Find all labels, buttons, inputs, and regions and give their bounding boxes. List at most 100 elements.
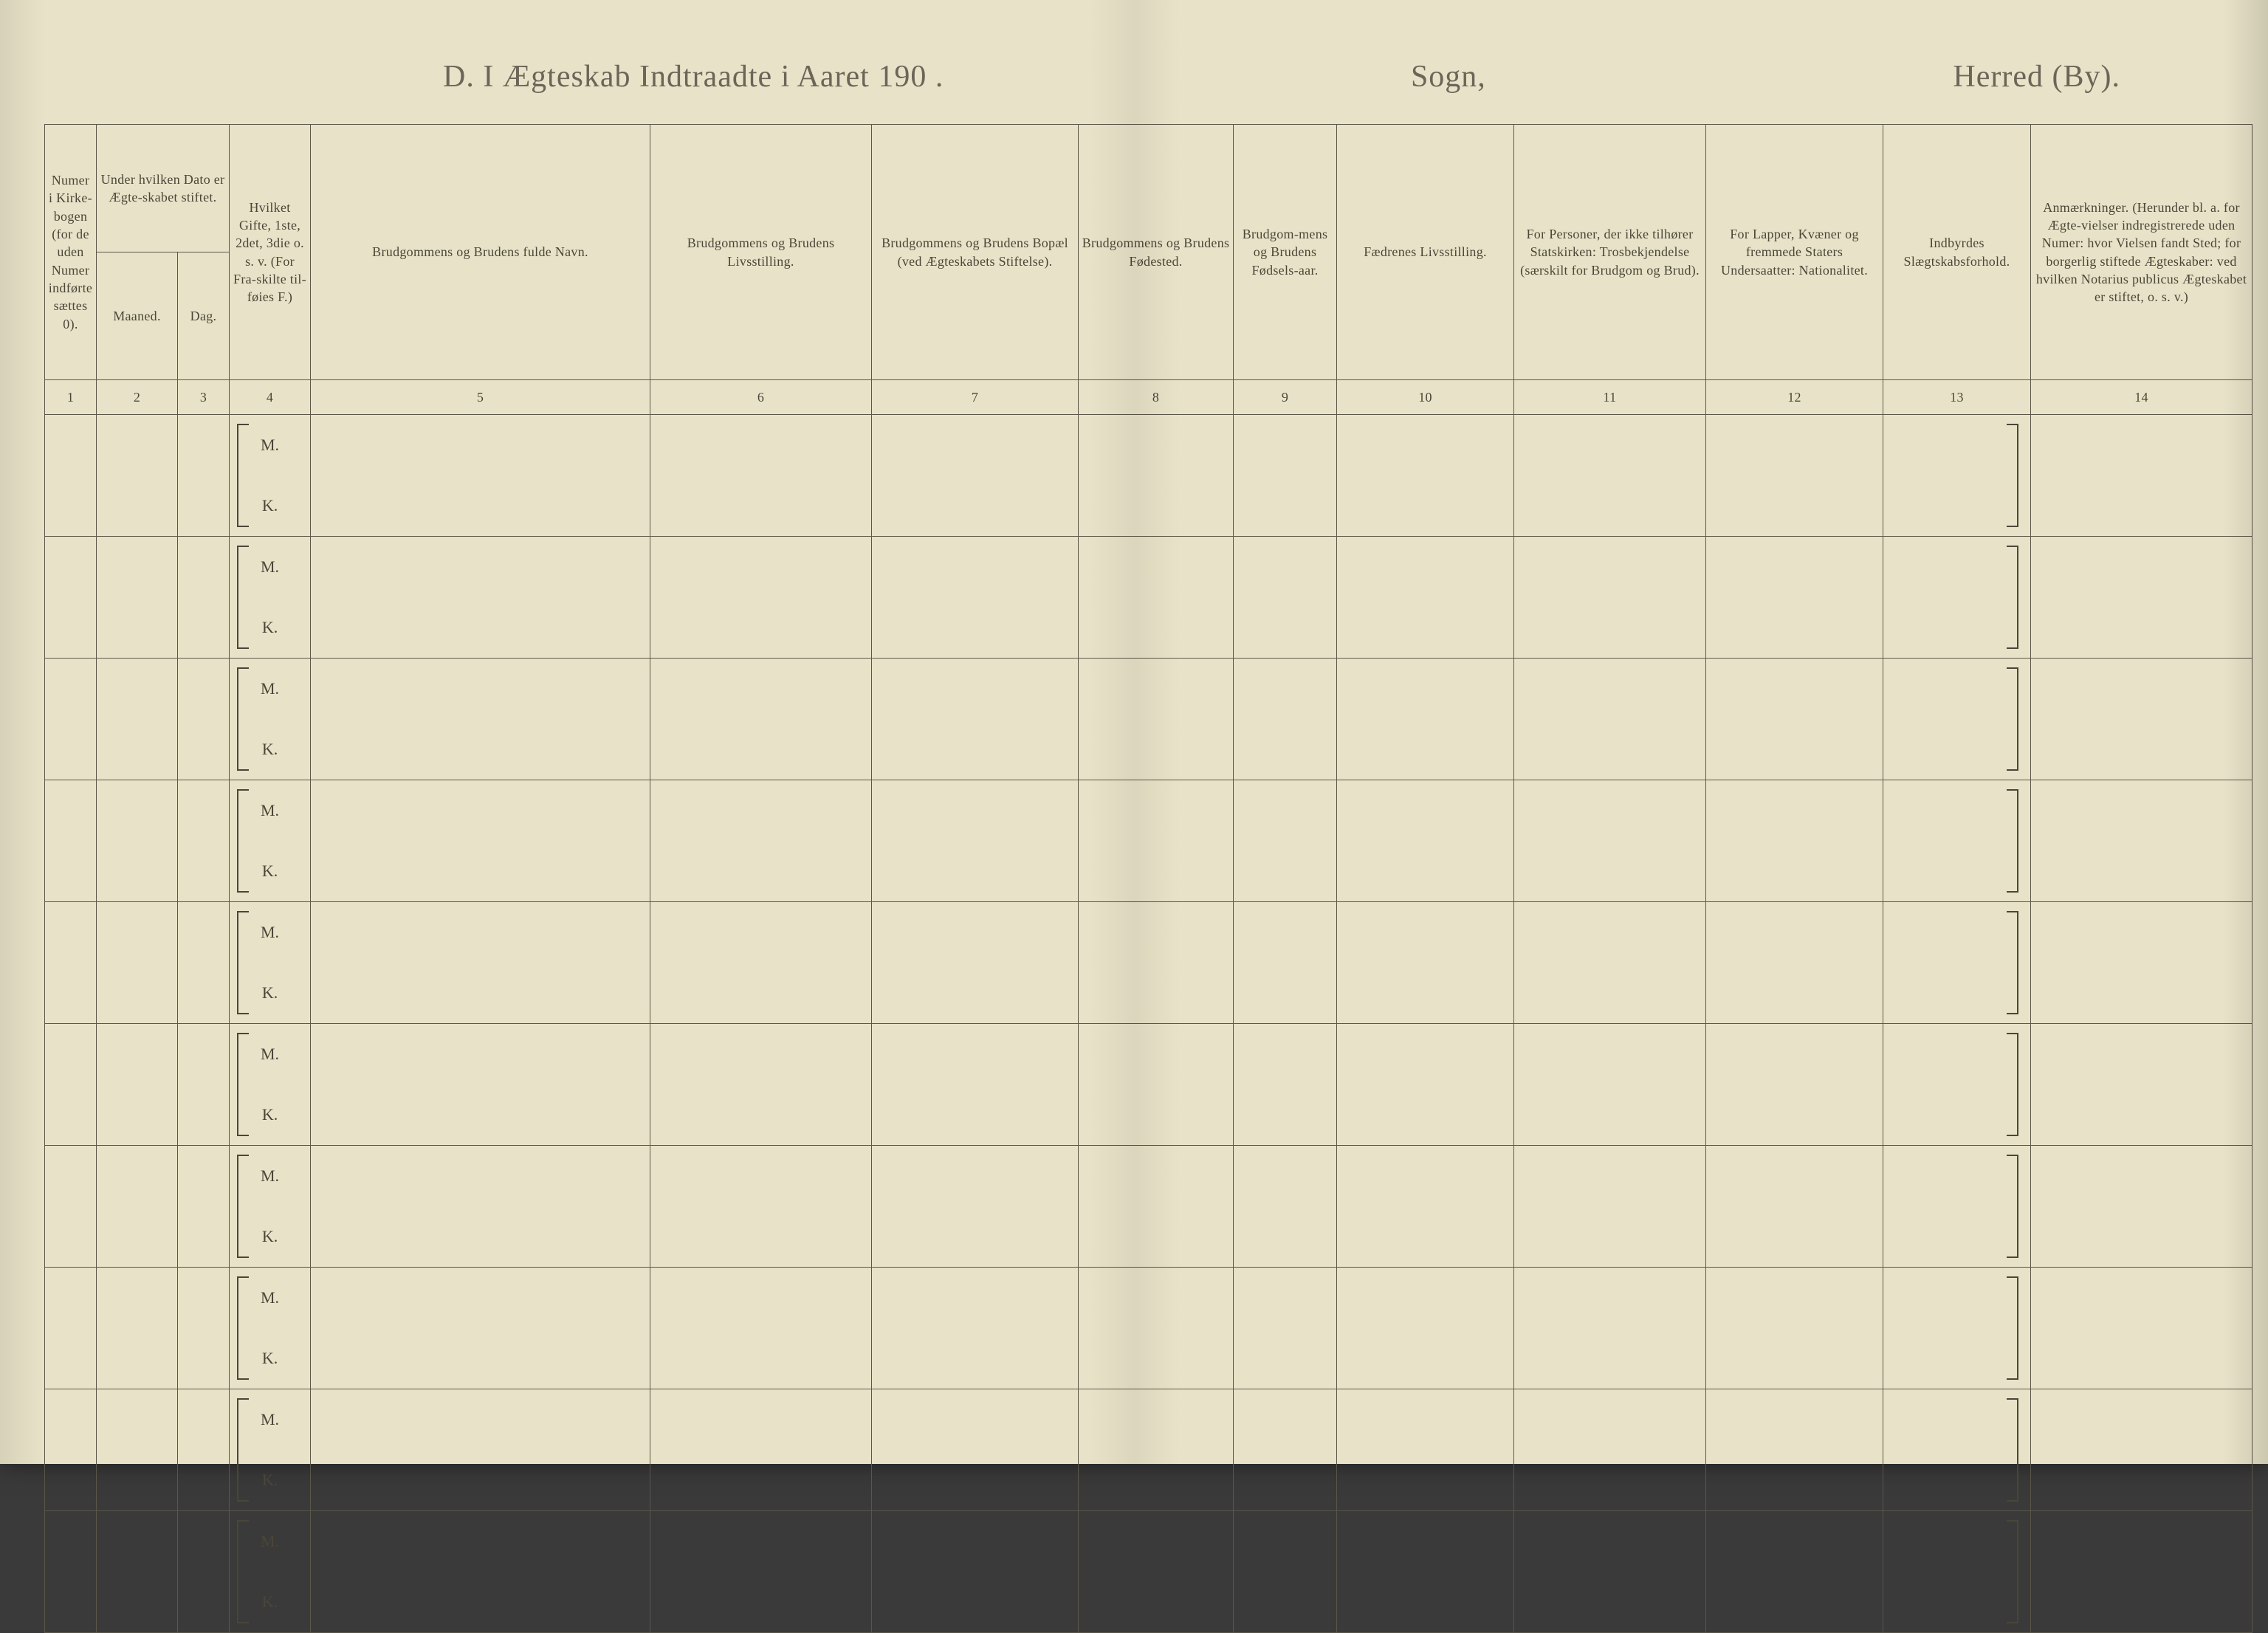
cell xyxy=(178,1268,230,1329)
cell xyxy=(1337,1024,1514,1085)
cell xyxy=(1337,537,1514,598)
table-row: M. xyxy=(45,1268,2252,1329)
cell xyxy=(1706,537,1883,598)
ledger-table: Numer i Kirke-bogen (for de uden Numer i… xyxy=(44,124,2252,1633)
cell xyxy=(1337,1328,1514,1389)
colnum-3: 3 xyxy=(178,380,230,415)
cell xyxy=(650,659,872,720)
cell xyxy=(2031,780,2252,842)
cell xyxy=(1883,1572,2031,1633)
cell xyxy=(650,1572,872,1633)
cell xyxy=(2031,902,2252,963)
cell xyxy=(650,780,872,842)
cell xyxy=(1079,1389,1234,1451)
cell xyxy=(1883,659,2031,720)
cell xyxy=(872,1572,1079,1633)
cell xyxy=(1706,1389,1883,1451)
cell xyxy=(178,1572,230,1633)
cell xyxy=(872,1328,1079,1389)
cell xyxy=(1234,719,1337,780)
col-header-9: Brudgom-mens og Brudens Fødsels-aar. xyxy=(1234,125,1337,380)
cell xyxy=(1337,963,1514,1024)
cell xyxy=(1079,1084,1234,1146)
cell xyxy=(650,1450,872,1511)
cell xyxy=(1514,1146,1706,1207)
cell xyxy=(1234,1084,1337,1146)
cell xyxy=(1514,415,1706,476)
cell xyxy=(1079,659,1234,720)
cell xyxy=(1883,841,2031,902)
table-row: M. xyxy=(45,1511,2252,1572)
cell xyxy=(1337,1268,1514,1329)
cell xyxy=(2031,841,2252,902)
cell xyxy=(1706,415,1883,476)
cell xyxy=(178,1146,230,1207)
colnum-8: 8 xyxy=(1079,380,1234,415)
table-row: K. xyxy=(45,475,2252,537)
cell xyxy=(1883,1389,2031,1451)
cell xyxy=(1883,597,2031,659)
cell xyxy=(311,475,650,537)
colnum-7: 7 xyxy=(872,380,1079,415)
table-row: K. xyxy=(45,719,2252,780)
colnum-6: 6 xyxy=(650,380,872,415)
cell xyxy=(1706,963,1883,1024)
cell xyxy=(872,475,1079,537)
col-header-4: Hvilket Gifte, 1ste, 2det, 3die o. s. v.… xyxy=(230,125,311,380)
mk-label-k: K. xyxy=(230,597,311,659)
cell xyxy=(1706,1084,1883,1146)
cell xyxy=(1514,537,1706,598)
cell xyxy=(650,1206,872,1268)
title-left: D. I Ægteskab Indtraadte i Aaret 190 . xyxy=(443,59,944,94)
cell xyxy=(97,1511,178,1572)
cell xyxy=(1883,537,2031,598)
mk-label-m: M. xyxy=(230,1268,311,1329)
cell xyxy=(45,1572,97,1633)
cell xyxy=(1883,1268,2031,1329)
cell xyxy=(178,780,230,842)
cell xyxy=(45,415,97,476)
cell xyxy=(1079,1328,1234,1389)
cell xyxy=(97,1572,178,1633)
cell xyxy=(1337,475,1514,537)
cell xyxy=(1234,1268,1337,1329)
cell xyxy=(872,415,1079,476)
mk-label-k: K. xyxy=(230,1450,311,1511)
cell xyxy=(1079,1024,1234,1085)
cell xyxy=(178,415,230,476)
title-right: Herred (By). xyxy=(1953,59,2120,94)
mk-label-m: M. xyxy=(230,1389,311,1451)
cell xyxy=(45,1084,97,1146)
cell xyxy=(1337,1206,1514,1268)
mk-label-m: M. xyxy=(230,659,311,720)
cell xyxy=(45,1328,97,1389)
cell xyxy=(311,1024,650,1085)
cell xyxy=(2031,1572,2252,1633)
cell xyxy=(1514,1206,1706,1268)
cell xyxy=(872,1511,1079,1572)
title-mid: Sogn, xyxy=(1411,59,1486,94)
cell xyxy=(1883,780,2031,842)
cell xyxy=(1706,1268,1883,1329)
cell xyxy=(311,1572,650,1633)
mk-label-m: M. xyxy=(230,780,311,842)
cell xyxy=(1079,841,1234,902)
cell xyxy=(1883,902,2031,963)
cell xyxy=(97,780,178,842)
cell xyxy=(178,963,230,1024)
cell xyxy=(45,780,97,842)
cell xyxy=(2031,1206,2252,1268)
colnum-14: 14 xyxy=(2031,380,2252,415)
col-header-2-month: Maaned. xyxy=(97,252,178,380)
cell xyxy=(1337,1511,1514,1572)
cell xyxy=(1883,1450,2031,1511)
cell xyxy=(872,659,1079,720)
cell xyxy=(1234,1206,1337,1268)
cell xyxy=(178,1389,230,1451)
cell xyxy=(650,537,872,598)
mk-label-k: K. xyxy=(230,841,311,902)
col-header-2a: Under hvilken Dato er Ægte-skabet stifte… xyxy=(97,125,230,252)
cell xyxy=(1706,780,1883,842)
cell xyxy=(872,1206,1079,1268)
cell xyxy=(97,1389,178,1451)
